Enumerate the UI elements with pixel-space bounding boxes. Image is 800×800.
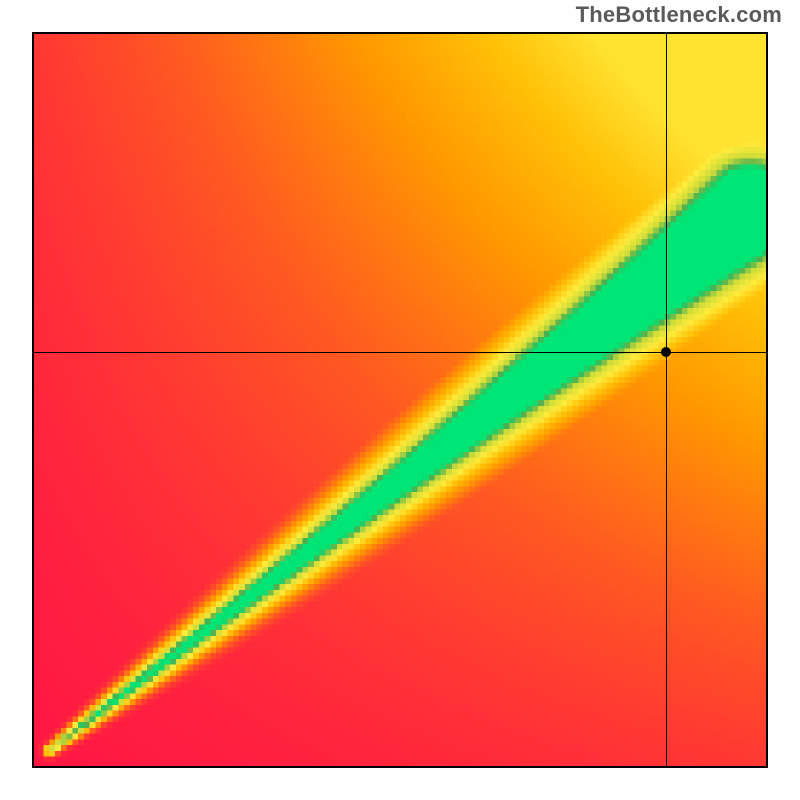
watermark-text: TheBottleneck.com — [576, 2, 782, 28]
crosshair-vertical — [666, 32, 667, 768]
crosshair-horizontal — [32, 352, 768, 353]
chart-container: TheBottleneck.com — [0, 0, 800, 800]
heatmap-canvas — [32, 32, 768, 768]
intersection-marker — [661, 347, 671, 357]
